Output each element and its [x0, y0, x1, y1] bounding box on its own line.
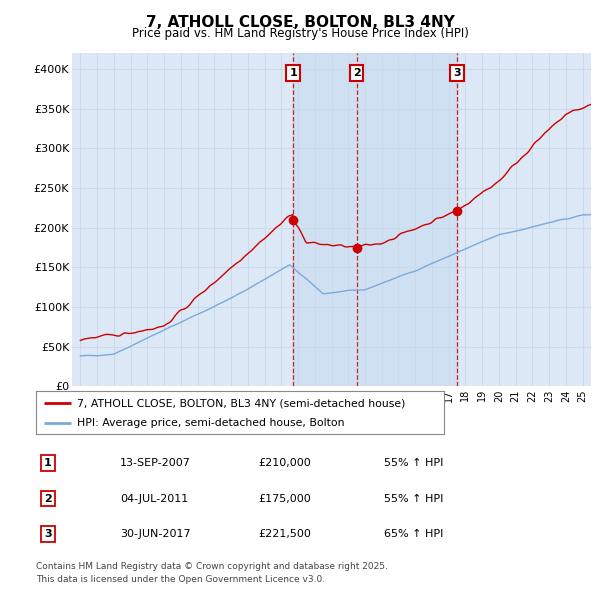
- Text: Contains HM Land Registry data © Crown copyright and database right 2025.: Contains HM Land Registry data © Crown c…: [36, 562, 388, 571]
- Text: 2: 2: [44, 494, 52, 503]
- Text: £175,000: £175,000: [258, 494, 311, 503]
- Text: HPI: Average price, semi-detached house, Bolton: HPI: Average price, semi-detached house,…: [77, 418, 344, 428]
- Text: 3: 3: [44, 529, 52, 539]
- Text: Price paid vs. HM Land Registry's House Price Index (HPI): Price paid vs. HM Land Registry's House …: [131, 27, 469, 40]
- Text: 55% ↑ HPI: 55% ↑ HPI: [384, 494, 443, 503]
- Text: 55% ↑ HPI: 55% ↑ HPI: [384, 458, 443, 468]
- Text: £210,000: £210,000: [258, 458, 311, 468]
- Text: 2: 2: [353, 68, 361, 78]
- Text: 1: 1: [289, 68, 297, 78]
- Text: 7, ATHOLL CLOSE, BOLTON, BL3 4NY (semi-detached house): 7, ATHOLL CLOSE, BOLTON, BL3 4NY (semi-d…: [77, 398, 405, 408]
- Text: 30-JUN-2017: 30-JUN-2017: [120, 529, 191, 539]
- Bar: [293, 53, 457, 386]
- Text: 7, ATHOLL CLOSE, BOLTON, BL3 4NY: 7, ATHOLL CLOSE, BOLTON, BL3 4NY: [146, 15, 454, 30]
- Text: 1: 1: [44, 458, 52, 468]
- Text: This data is licensed under the Open Government Licence v3.0.: This data is licensed under the Open Gov…: [36, 575, 325, 584]
- Text: 13-SEP-2007: 13-SEP-2007: [120, 458, 191, 468]
- Text: 04-JUL-2011: 04-JUL-2011: [120, 494, 188, 503]
- Text: 65% ↑ HPI: 65% ↑ HPI: [384, 529, 443, 539]
- Text: £221,500: £221,500: [258, 529, 311, 539]
- Text: 3: 3: [453, 68, 461, 78]
